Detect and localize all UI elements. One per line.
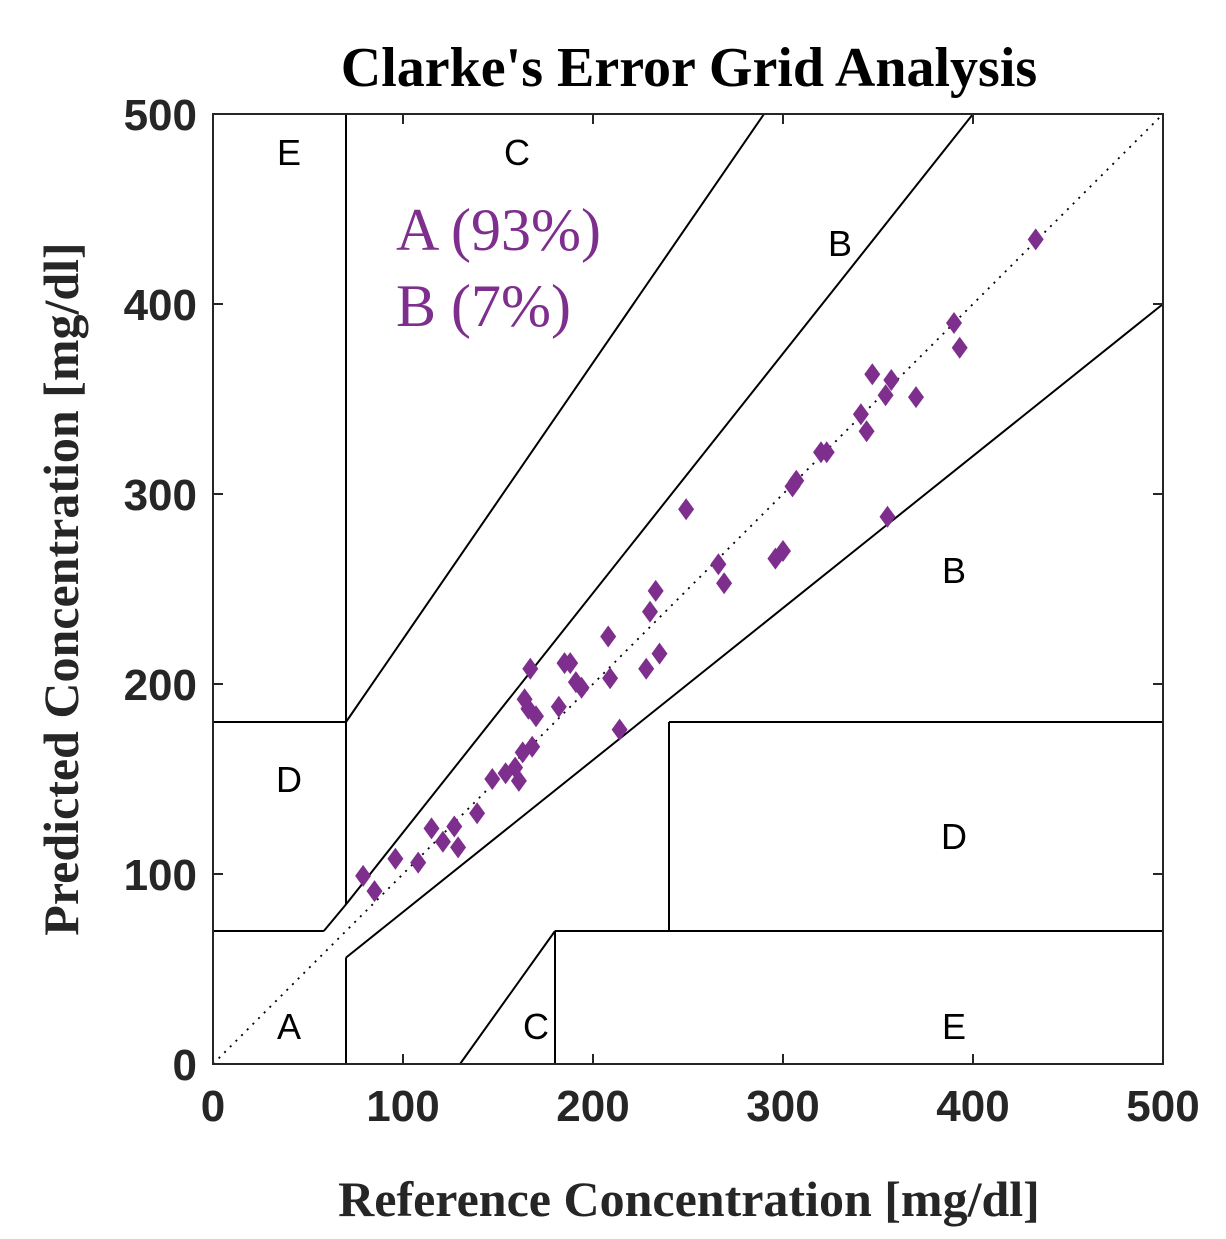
data-point: [469, 802, 486, 825]
data-point: [366, 880, 383, 903]
x-axis-label: Reference Concentration [mg/dl]: [338, 1171, 1040, 1227]
y-tick-label: 300: [124, 471, 197, 520]
zone-label: D: [276, 759, 302, 800]
data-point: [484, 768, 501, 790]
data-point: [908, 386, 924, 409]
data-point: [647, 579, 664, 602]
data-point: [716, 572, 733, 595]
data-point: [600, 625, 617, 648]
y-tick-label: 500: [124, 91, 197, 140]
zone-line-a-upper-short: [323, 903, 347, 932]
data-point: [611, 718, 628, 741]
zone-label: E: [942, 1006, 966, 1047]
y-axis-label: Predicted Concentration [mg/dl]: [33, 242, 89, 935]
data-point: [423, 817, 440, 840]
data-point: [524, 735, 541, 758]
plot-area: E C B D B D A C E: [212, 113, 1164, 1065]
data-point: [651, 642, 668, 665]
x-tick-label: 300: [746, 1082, 819, 1131]
data-point: [710, 553, 727, 576]
data-point: [864, 363, 881, 386]
y-tick-label: 200: [124, 661, 197, 710]
data-point: [410, 851, 427, 874]
data-point: [638, 657, 655, 680]
data-point: [852, 403, 869, 426]
data-point: [775, 540, 791, 562]
annotation-zone-a: A (93%): [396, 197, 601, 263]
plot-frame: [212, 113, 1164, 1065]
y-tick-label: 0: [173, 1041, 197, 1090]
data-point: [434, 830, 451, 853]
data-point: [877, 384, 894, 407]
data-point: [678, 498, 695, 521]
zone-line-a-lower: [345, 303, 1164, 959]
data-point: [818, 441, 835, 464]
axis-ticks: [212, 113, 1164, 1065]
y-axis-tick-labels: 0 100 200 300 400 500: [124, 91, 197, 1090]
y-tick-label: 400: [124, 281, 197, 330]
zone-label: A: [277, 1006, 301, 1047]
identity-line: [212, 113, 1164, 1065]
data-point: [946, 312, 962, 334]
data-point: [642, 600, 658, 623]
data-point: [510, 769, 527, 792]
data-point: [450, 836, 467, 859]
data-point: [528, 705, 544, 728]
data-point: [573, 676, 590, 699]
data-point: [550, 695, 567, 718]
x-tick-label: 500: [1126, 1082, 1199, 1131]
chart-title: Clarke's Error Grid Analysis: [341, 37, 1037, 99]
zone-line-c-lower: [459, 930, 556, 1065]
data-point: [883, 369, 900, 391]
zone-label: B: [942, 550, 966, 591]
data-point: [355, 864, 372, 887]
data-point: [562, 652, 579, 675]
zone-label: C: [523, 1006, 549, 1047]
zone-label: B: [828, 223, 852, 264]
zone-labels: E C B D B D A C E: [276, 132, 967, 1047]
y-tick-label: 100: [124, 851, 197, 900]
data-point: [522, 657, 539, 680]
x-tick-label: 200: [556, 1082, 629, 1131]
x-tick-label: 100: [366, 1082, 439, 1131]
data-point: [858, 420, 875, 443]
zone-boundaries: [213, 113, 1164, 1065]
data-points: [355, 228, 1044, 903]
zone-line-a-upper: [345, 113, 974, 906]
x-axis-tick-labels: 0 100 200 300 400 500: [201, 1082, 1200, 1131]
x-tick-label: 0: [201, 1082, 225, 1131]
data-point: [788, 469, 805, 492]
zone-label: D: [941, 816, 967, 857]
data-point: [951, 336, 968, 359]
zone-line-c-upper: [345, 113, 765, 723]
zone-label: C: [504, 132, 530, 173]
annotation-zone-b: B (7%): [396, 273, 571, 339]
data-point: [446, 815, 463, 838]
data-point: [387, 847, 404, 870]
x-tick-label: 400: [936, 1082, 1009, 1131]
data-point: [602, 667, 619, 690]
zone-label: E: [277, 132, 301, 173]
data-point: [879, 505, 896, 528]
data-point: [1027, 228, 1044, 251]
